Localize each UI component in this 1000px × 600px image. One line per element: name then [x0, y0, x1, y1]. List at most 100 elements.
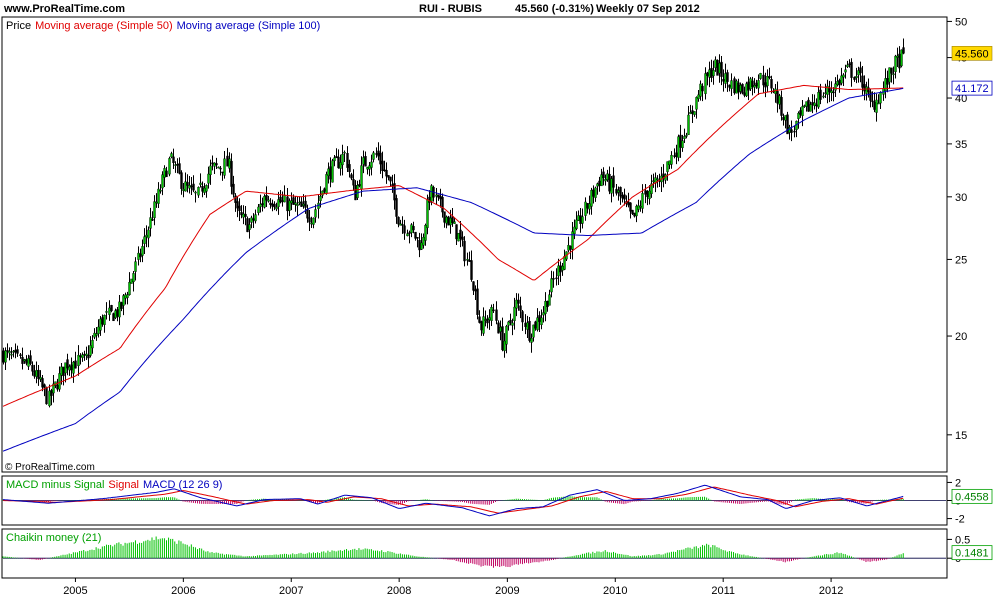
candle-body — [641, 193, 644, 209]
candle-body — [706, 72, 709, 76]
candle-body — [130, 278, 133, 284]
chaikin-value-badge — [951, 545, 993, 561]
candle-body — [296, 204, 299, 206]
candle-body — [832, 91, 835, 94]
candle-body — [60, 366, 63, 376]
candle-body — [310, 222, 313, 225]
candle-body — [552, 278, 555, 280]
candle-body — [139, 253, 142, 258]
candle-body — [610, 178, 613, 194]
candle-body — [95, 333, 98, 336]
candle-body — [248, 224, 251, 230]
candle-body — [708, 69, 711, 78]
x-tick-label: 2011 — [711, 585, 735, 597]
chart_data.0-legend-item: Price — [6, 20, 31, 32]
candle-body — [606, 173, 609, 180]
candle-body — [85, 353, 88, 356]
candle-body — [277, 199, 280, 207]
candle-body — [540, 317, 543, 326]
candle-body — [747, 81, 750, 91]
candle-body — [199, 182, 202, 185]
candle-body — [10, 353, 13, 356]
candle-body — [157, 188, 160, 204]
candle-body — [103, 315, 106, 325]
candle-body — [27, 358, 30, 367]
candle-body — [265, 195, 268, 201]
candle-body — [693, 111, 696, 115]
candle-body — [656, 178, 659, 181]
candle-body — [859, 67, 862, 74]
candle-body — [627, 201, 630, 206]
price-y-tick-label: 35 — [955, 139, 967, 151]
candle-body — [120, 302, 123, 309]
candle-body — [679, 134, 682, 148]
candle-body — [337, 156, 340, 169]
candle-body — [650, 183, 653, 194]
candle-body — [623, 194, 626, 200]
candle-body — [453, 221, 456, 224]
candle-body — [426, 199, 429, 228]
candle-body — [341, 154, 344, 166]
candle-body — [621, 195, 624, 199]
price-panel-frame — [1, 16, 948, 473]
candle-body — [532, 324, 535, 338]
candle-body — [422, 237, 425, 246]
candle-body — [89, 345, 92, 356]
candle-body — [896, 55, 899, 58]
candle-body — [546, 300, 549, 308]
candle-body — [379, 152, 382, 165]
candle-body — [828, 87, 831, 93]
candle-body — [476, 288, 479, 315]
candle-body — [414, 231, 417, 239]
candle-body — [612, 175, 615, 188]
candle-body — [215, 163, 218, 166]
candle-body — [250, 217, 253, 223]
candle-body — [159, 190, 162, 192]
candle-body — [900, 49, 903, 67]
candle-body — [325, 174, 328, 194]
candle-body — [184, 181, 187, 192]
candle-body — [155, 201, 158, 204]
candle-body — [588, 203, 591, 210]
candle-body — [52, 383, 55, 394]
candle-body — [778, 95, 781, 105]
candle-body — [449, 217, 452, 226]
candle-body — [2, 350, 5, 363]
candle-body — [197, 186, 200, 196]
price-plot — [2, 38, 905, 452]
candle-body — [134, 261, 137, 272]
candle-body — [443, 211, 446, 223]
candle-body — [668, 160, 671, 165]
chaikin-value-label: 0.1481 — [955, 548, 989, 560]
candle-body — [524, 322, 527, 327]
site-name[interactable]: www.ProRealTime.com — [3, 3, 125, 15]
candle-body — [681, 140, 684, 149]
candle-body — [445, 216, 448, 224]
candle-body — [774, 88, 777, 94]
x-tick-label: 2010 — [603, 585, 627, 597]
candle-body — [807, 99, 810, 112]
candle-body — [782, 116, 785, 121]
candle-body — [246, 218, 249, 233]
date-x-axis: 2005 2006 2007 2008 2009 2010 2011 2012 — [63, 578, 843, 597]
candle-body — [147, 229, 150, 239]
candle-body — [544, 301, 547, 314]
candle-body — [666, 161, 669, 172]
candle-body — [644, 190, 647, 195]
macd-signal-line — [2, 486, 904, 514]
price-y-tick-label: 25 — [955, 254, 967, 266]
candle-body — [619, 186, 622, 197]
candle-body — [263, 196, 266, 208]
candle-body — [174, 164, 177, 166]
candle-body — [186, 182, 189, 186]
candle-body — [321, 190, 324, 196]
candle-body — [122, 295, 125, 306]
candle-body — [261, 203, 264, 206]
candle-body — [505, 326, 508, 345]
candle-body — [840, 75, 843, 84]
candle-body — [37, 369, 40, 379]
candle-body — [14, 349, 17, 353]
candle-body — [290, 200, 293, 204]
candle-body — [766, 76, 769, 87]
candle-body — [691, 110, 694, 114]
